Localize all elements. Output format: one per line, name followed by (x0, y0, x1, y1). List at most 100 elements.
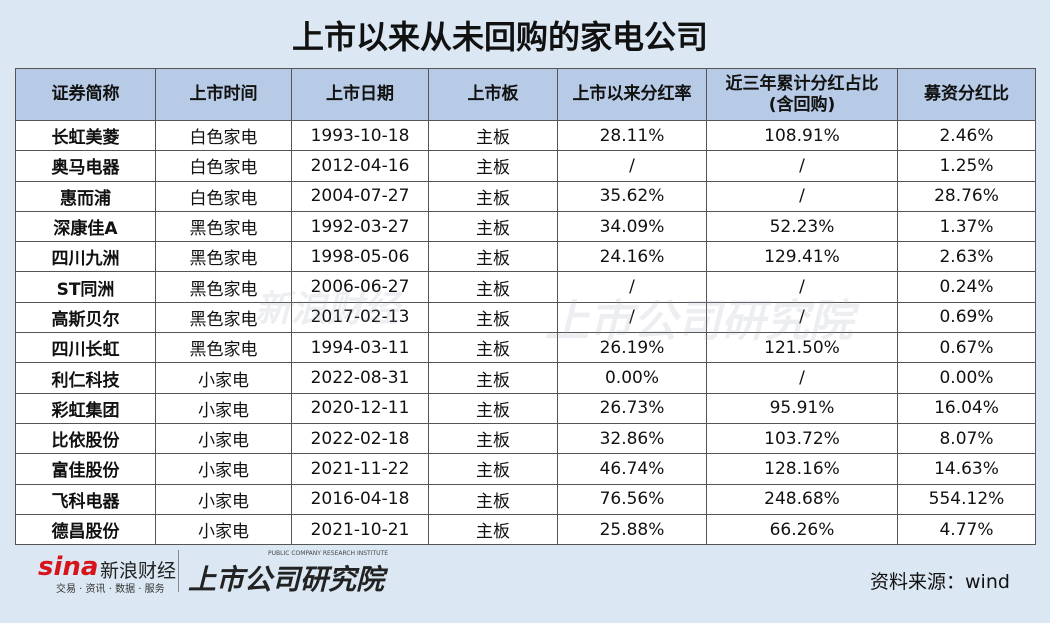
table-cell: 554.12% (897, 483, 1036, 515)
table-cell: 1992-03-27 (291, 210, 429, 243)
table-cell: 34.09% (557, 210, 707, 243)
table-cell: 95.91% (706, 392, 898, 424)
table-cell: 4.77% (897, 513, 1036, 546)
table-cell: 主板 (428, 362, 558, 394)
table-body: 长虹美菱 白色家电 1993-10-18 主板 28.11% 108.91% 2.46% 奥马… (15, 119, 1036, 546)
table-cell: 小家电 (155, 422, 292, 455)
table-row: 四川长虹 黑色家电 1994-03-11 主板 26.19% 121.50% 0.67% (15, 332, 1036, 364)
table-cell: 2.46% (897, 119, 1036, 152)
name-cell: 奥马电器 (15, 150, 156, 182)
table-cell: 128.16% (706, 453, 898, 485)
name-cell: 四川九洲 (15, 241, 156, 273)
data-table: 证券简称 上市时间 上市日期 上市板 上市以来分红率 近三年累计分红占比 (含回购) 募资分… (15, 68, 1036, 546)
table-cell: 35.62% (557, 180, 707, 212)
name-cell: 利仁科技 (15, 362, 156, 394)
table-cell: 主板 (428, 332, 558, 364)
table-row: 彩虹集团 小家电 2020-12-11 主板 26.73% 95.91% 16.04% (15, 392, 1036, 424)
table-cell: 2.63% (897, 241, 1036, 273)
table-cell: 0.69% (897, 301, 1036, 334)
table-cell: 26.19% (557, 332, 707, 364)
table-cell: 103.72% (706, 422, 898, 455)
name-cell: 彩虹集团 (15, 392, 156, 424)
name-cell: 高斯贝尔 (15, 301, 156, 334)
name-cell: 富佳股份 (15, 453, 156, 485)
sina-logo: sina (38, 552, 99, 582)
table-cell: 248.68% (706, 483, 898, 515)
table-cell: 26.73% (557, 392, 707, 424)
table-cell: 黑色家电 (155, 332, 292, 364)
table-cell: 主板 (428, 241, 558, 273)
name-cell: 飞科电器 (15, 483, 156, 515)
title: 上市以来从未回购的家电公司 (291, 18, 708, 56)
table-cell: 主板 (428, 180, 558, 212)
table-row: 比依股份 小家电 2022-02-18 主板 32.86% 103.72% 8.07% (15, 422, 1036, 455)
table-cell: 25.88% (557, 513, 707, 546)
table-cell: 1993-10-18 (291, 119, 429, 152)
table-cell: 2020-12-11 (291, 392, 429, 424)
table-head: 证券简称 上市时间 上市日期 上市板 上市以来分红率 近三年累计分红占比 (含回购) 募资分… (15, 68, 1036, 121)
table-cell: 白色家电 (155, 119, 292, 152)
table-cell: 主板 (428, 119, 558, 152)
table-cell: 0.00% (897, 362, 1036, 394)
source-note: 资料来源：wind (870, 571, 1010, 593)
table-cell: / (706, 301, 898, 334)
table-cell: 2016-04-18 (291, 483, 429, 515)
table-cell: 2012-04-16 (291, 150, 429, 182)
table-cell: / (557, 271, 707, 303)
header-cell: 上市以来分红率 (557, 68, 707, 121)
brand-name: 新浪财经 (100, 560, 177, 582)
table-cell: 小家电 (155, 483, 292, 515)
table-cell: 主板 (428, 150, 558, 182)
table-cell: 2022-02-18 (291, 422, 429, 455)
table-cell: 2022-08-31 (291, 362, 429, 394)
table-cell: 24.16% (557, 241, 707, 273)
table-cell: 主板 (428, 301, 558, 334)
table-cell: 0.00% (557, 362, 707, 394)
table-row: 利仁科技 小家电 2022-08-31 主板 0.00%/0.00% (15, 362, 1036, 394)
table-cell: / (706, 180, 898, 212)
table-cell: 1.37% (897, 210, 1036, 243)
name-cell: ST同洲 (15, 271, 156, 303)
table-cell: 52.23% (706, 210, 898, 243)
table-cell: / (706, 362, 898, 394)
table-cell: 主板 (428, 210, 558, 243)
table-cell: 1994-03-11 (291, 332, 429, 364)
table-cell: 主板 (428, 513, 558, 546)
table-cell: 32.86% (557, 422, 707, 455)
name-cell: 四川长虹 (15, 332, 156, 364)
table-cell: 2021-11-22 (291, 453, 429, 485)
name-cell: 深康佳A (15, 210, 156, 243)
name-cell: 德昌股份 (15, 513, 156, 546)
table-row: 深康佳A 黑色家电 1992-03-27 主板 34.09% 52.23% 1.37% (15, 210, 1036, 243)
name-cell: 惠而浦 (15, 180, 156, 212)
table-row: 长虹美菱 白色家电 1993-10-18 主板 28.11% 108.91% 2.46% (15, 119, 1036, 152)
header-cell: 上市日期 (291, 68, 429, 121)
header-cell: 募资分红比 (897, 68, 1036, 121)
table-row: 飞科电器 小家电 2016-04-18 主板 76.56% 248.68% 554.12% (15, 483, 1036, 515)
table-row: 富佳股份 小家电 2021-11-22 主板 46.74% 128.16% 14.63% (15, 453, 1036, 485)
table-cell: 1998-05-06 (291, 241, 429, 273)
table-cell: 黑色家电 (155, 271, 292, 303)
table-cell: 16.04% (897, 392, 1036, 424)
table-cell: 121.50% (706, 332, 898, 364)
table-cell: / (706, 271, 898, 303)
header-cell: 近三年累计分红占比 (含回购) (706, 68, 898, 121)
table-cell: 白色家电 (155, 150, 292, 182)
table-cell: 主板 (428, 483, 558, 515)
table-cell: 1.25% (897, 150, 1036, 182)
table-cell: 主板 (428, 453, 558, 485)
table-cell: 129.41% (706, 241, 898, 273)
header-cell: 上市板 (428, 68, 558, 121)
table-cell: 小家电 (155, 513, 292, 546)
header-cell: 上市时间 (155, 68, 292, 121)
table-cell: 108.91% (706, 119, 898, 152)
table-row: 德昌股份 小家电 2021-10-21 主板 25.88% 66.26% 4.77% (15, 513, 1036, 546)
institute-en: PUBLIC COMPANY RESEARCH INSTITUTE (268, 550, 388, 557)
table-cell: 黑色家电 (155, 210, 292, 243)
table-cell: 2021-10-21 (291, 513, 429, 546)
table-row: 四川九洲 黑色家电 1998-05-06 主板 24.16% 129.41% 2.63% (15, 241, 1036, 273)
table-cell: / (557, 301, 707, 334)
table-cell: 8.07% (897, 422, 1036, 455)
